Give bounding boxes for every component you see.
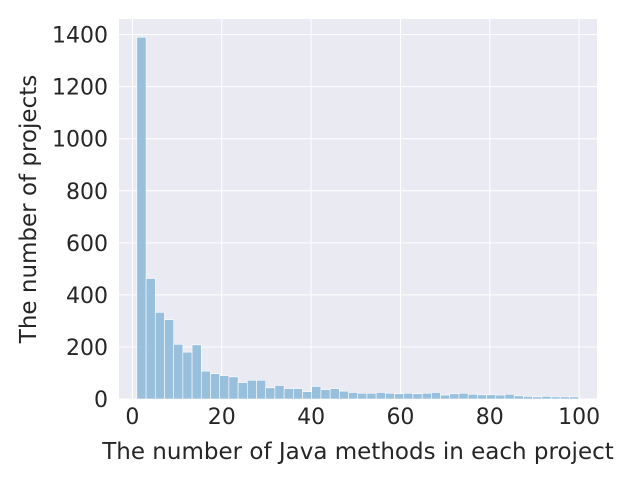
x-tick-label: 0 (125, 405, 139, 430)
y-tick-label: 1000 (52, 128, 108, 153)
histogram-bar (458, 392, 469, 400)
histogram-bar (477, 394, 487, 400)
histogram-bar (431, 392, 441, 400)
histogram-bar (495, 394, 506, 400)
x-tick-label: 100 (558, 405, 600, 430)
histogram-bar (136, 36, 147, 400)
x-tick-labels: 0 20 40 60 80 100 (125, 405, 600, 430)
histogram-bar (154, 312, 165, 400)
y-tick-label: 200 (66, 336, 108, 361)
histogram-bar (173, 344, 184, 400)
y-tick-labels: 0 200 400 600 800 1000 1200 1400 (52, 24, 108, 413)
histogram-bar (302, 391, 313, 400)
y-tick-label: 600 (66, 232, 108, 257)
grid (119, 19, 597, 400)
histogram-bar (339, 390, 349, 400)
histogram-bar (523, 396, 533, 400)
histogram-bar (440, 394, 451, 400)
x-tick-label: 60 (386, 405, 414, 430)
y-tick-label: 1200 (52, 76, 108, 101)
histogram-bar (283, 388, 294, 400)
histogram-bar (237, 382, 248, 400)
histogram-bar (145, 278, 156, 400)
histogram-bar (256, 379, 267, 400)
histogram-bar (329, 388, 340, 400)
histogram-bar (210, 373, 220, 400)
y-tick-label: 800 (66, 180, 108, 205)
histogram-bar (449, 393, 460, 400)
histogram-bar (532, 396, 543, 400)
histogram-bar (385, 392, 395, 400)
histogram-bar (182, 351, 193, 400)
histogram-bar (421, 392, 432, 400)
histogram-bar (219, 375, 230, 400)
histogram-bar (366, 392, 377, 400)
plot-area (119, 19, 597, 399)
histogram-bar (311, 386, 322, 400)
histogram-bar (293, 388, 303, 400)
x-tick-label: 40 (297, 405, 325, 430)
y-axis-label: The number of projects (16, 75, 42, 344)
x-axis-label: The number of Java methods in each proje… (101, 439, 614, 465)
histogram-bar (200, 370, 211, 400)
y-tick-label: 0 (94, 388, 108, 413)
bars (136, 36, 579, 400)
histogram-bar (559, 396, 570, 400)
histogram-bar (247, 379, 257, 400)
x-tick-label: 20 (208, 405, 236, 430)
histogram-bar (541, 396, 552, 400)
histogram-bar (357, 392, 368, 400)
histogram-bar (164, 319, 174, 400)
histogram-bar (467, 394, 478, 400)
histogram-bar (569, 396, 579, 400)
y-tick-label: 400 (66, 284, 108, 309)
histogram-bar (348, 392, 359, 400)
histogram-bar (320, 389, 331, 400)
histogram-bar (394, 393, 405, 400)
histogram-bar (375, 392, 386, 400)
y-tick-label: 1400 (52, 24, 108, 49)
histogram-bar (486, 394, 497, 400)
histogram-bar (228, 376, 239, 400)
histogram-bar (550, 396, 561, 400)
histogram-bar (274, 385, 285, 400)
histogram-bar (265, 387, 276, 400)
histogram-bar (504, 394, 515, 400)
histogram-bar (403, 392, 414, 400)
histogram-bar (191, 344, 202, 400)
histogram-bar (513, 395, 524, 400)
x-tick-label: 80 (476, 405, 504, 430)
histogram-bar (412, 393, 423, 400)
